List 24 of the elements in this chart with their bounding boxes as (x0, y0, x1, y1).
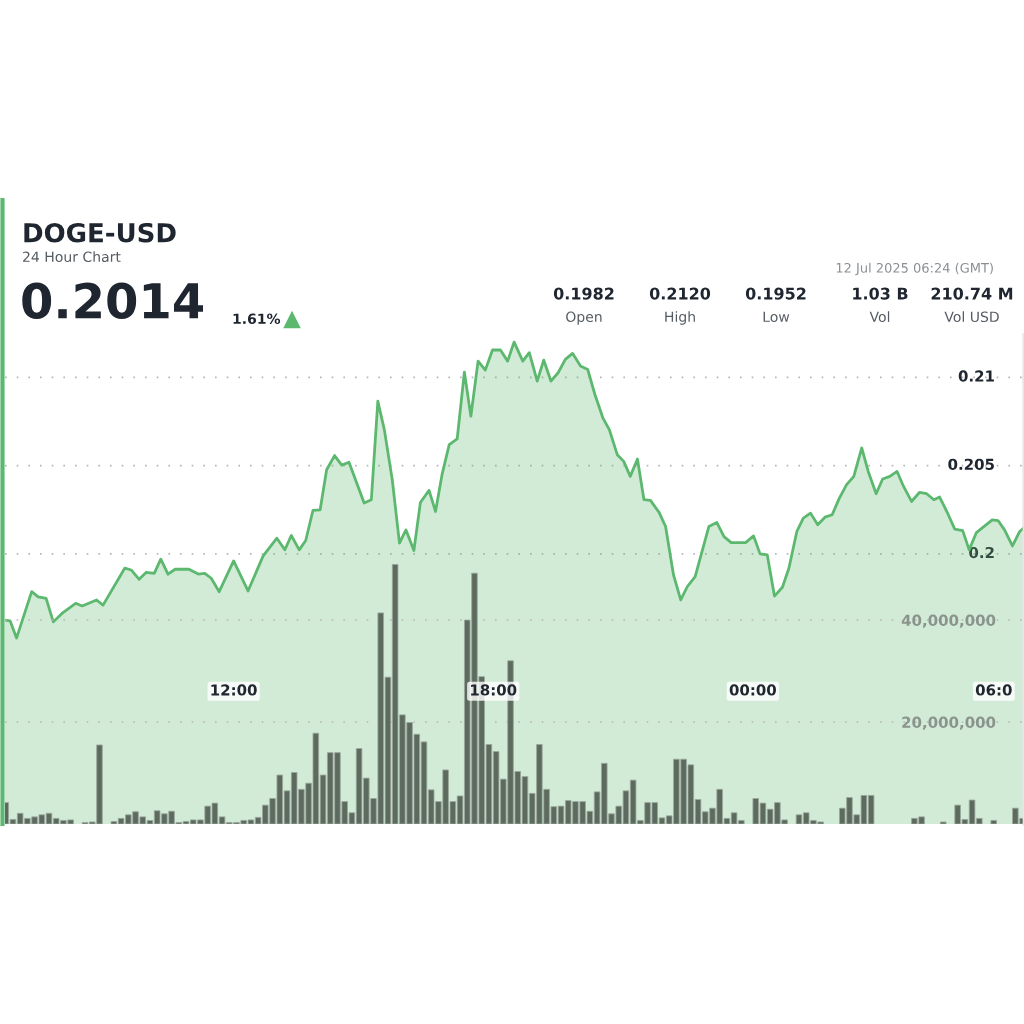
text: 0.1982 (553, 287, 614, 300)
text: 0.1952 (745, 287, 806, 300)
text: High (665, 311, 695, 325)
y-tick-label: 0.205 (948, 458, 994, 470)
text: Vol (869, 311, 890, 323)
text: 0.2120 (649, 287, 711, 300)
text: 210.74 M (931, 287, 1013, 300)
text: 12 Jul 2025 06:24 (GMT) (836, 262, 993, 276)
chart-title: DOGE-USD (24, 222, 176, 243)
chart-subtitle: 24 Hour Chart (23, 251, 121, 263)
x-tick-label: 18:00 (471, 684, 517, 696)
y-tick-label: 0.21 (958, 370, 994, 382)
text: Low (763, 311, 790, 323)
text: 0.2014 (22, 282, 204, 319)
y2-tick-label: 20,000,000 (902, 716, 996, 730)
x-tick-label: 06:0 (975, 684, 1012, 696)
y-tick-label: 0.2 (969, 546, 994, 559)
y2-tick-label: 40,000,000 (901, 614, 996, 628)
text: Vol USD (944, 311, 999, 323)
text: 1.61% (233, 313, 281, 325)
x-tick-label: 12:00 (211, 684, 257, 696)
text: Open (566, 311, 602, 325)
text: 1.03 B (853, 287, 908, 300)
x-tick-label: 00:00 (729, 684, 776, 696)
